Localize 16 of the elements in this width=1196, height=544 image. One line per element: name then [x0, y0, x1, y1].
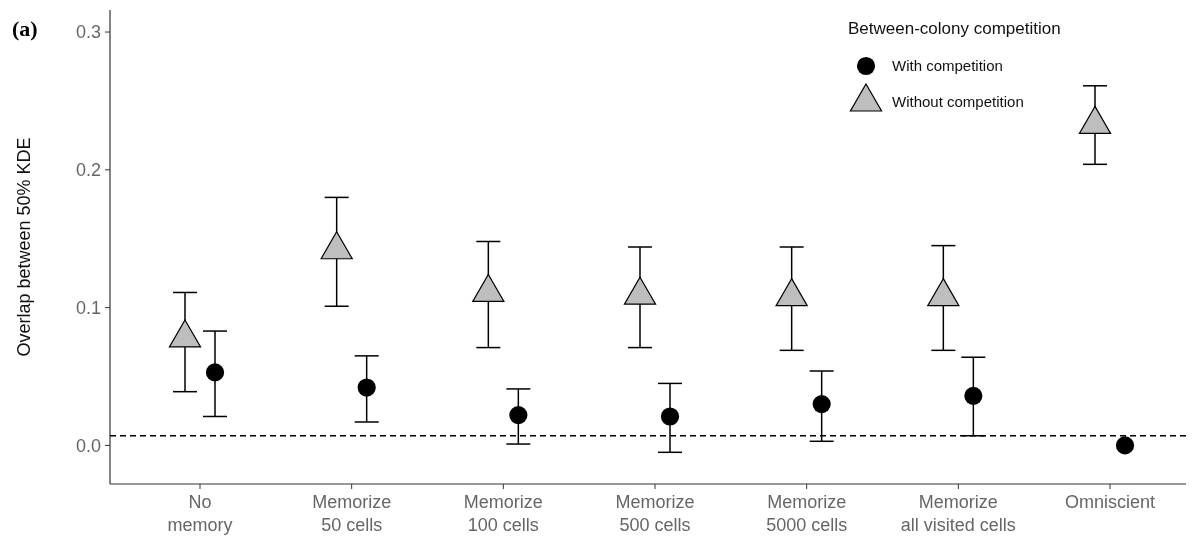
x-tick-label: Memorize all visited cells — [900, 492, 1016, 535]
legend-label: Without competition — [892, 93, 1024, 111]
y-tick-label: 0.0 — [75, 435, 101, 456]
x-tick-label: Memorize 500 cells — [615, 492, 695, 535]
x-tick-label: No memory — [167, 492, 233, 535]
x-tick-label: Memorize 5000 cells — [766, 492, 848, 535]
y-tick-label: 0.2 — [75, 160, 101, 181]
y-tick-label: 0.3 — [75, 22, 101, 43]
legend-label: With competition — [892, 57, 1003, 75]
y-axis-title: Overlap between 50% KDE — [14, 137, 35, 357]
legend-title: Between-colony competition — [848, 19, 1061, 38]
y-tick-label: 0.1 — [75, 297, 101, 318]
x-tick-label: Memorize 50 cells — [312, 492, 392, 535]
x-tick-label: Omniscient — [1064, 492, 1156, 512]
x-tick-label: Memorize 100 cells — [463, 492, 543, 535]
text: (a) — [12, 16, 38, 41]
